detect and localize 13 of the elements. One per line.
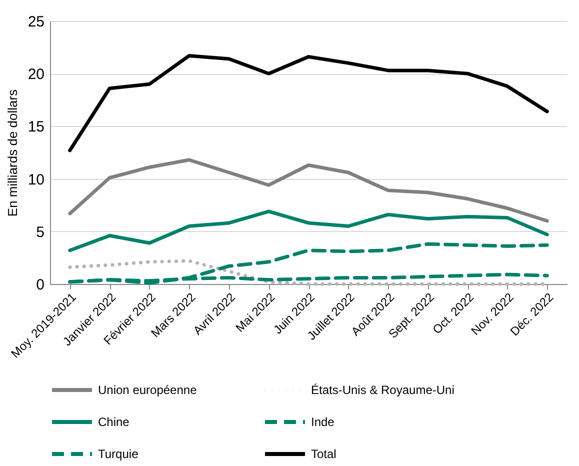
legend-label: Inde — [311, 415, 335, 429]
legend-label: Union européenne — [98, 383, 198, 397]
y-tick-label: 0 — [36, 276, 44, 294]
y-tick-label: 20 — [28, 66, 44, 84]
legend-label: Turquie — [98, 447, 139, 461]
y-tick-label: 5 — [36, 224, 44, 241]
y-tick-label: 25 — [28, 14, 44, 30]
legend-label: États-Unis & Royaume-Uni — [311, 383, 454, 397]
legend-label: Chine — [98, 415, 130, 429]
y-tick-label: 15 — [28, 118, 44, 136]
legend-label: Total — [311, 447, 336, 461]
y-axis-title: En milliards de dollars — [4, 88, 20, 217]
y-tick-label: 10 — [28, 171, 44, 188]
